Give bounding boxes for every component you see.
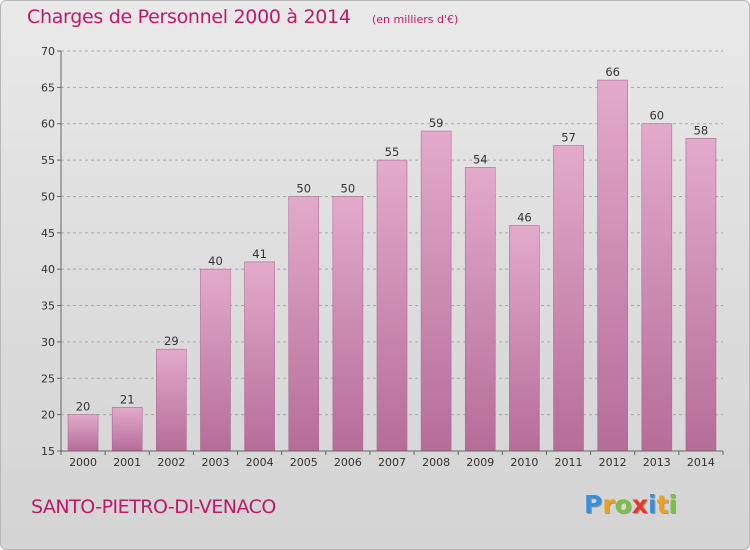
bar (509, 225, 540, 452)
x-tick-label: 2013 (643, 456, 671, 469)
bar-value-label: 57 (561, 131, 576, 145)
bar (376, 159, 408, 452)
bar (244, 261, 275, 452)
bar (111, 407, 143, 452)
y-tick-label: 25 (41, 372, 55, 385)
x-tick-label: 2001 (113, 456, 141, 469)
chart-subtitle: (en milliers d'€) (372, 13, 459, 26)
x-tick-label: 2004 (246, 456, 274, 469)
bar-value-label: 66 (605, 65, 620, 79)
logo-letter: o (614, 490, 632, 519)
bar-value-label: 20 (76, 400, 91, 414)
bar-value-label: 40 (208, 254, 223, 268)
bar-value-label: 55 (385, 145, 400, 159)
logo-letter: P (584, 490, 603, 519)
proxiti-logo[interactable]: Proxiti (584, 490, 677, 519)
logo-letter: t (656, 490, 669, 519)
bar-value-label: 59 (429, 116, 444, 130)
y-tick-label: 70 (41, 45, 55, 58)
bar (641, 123, 673, 452)
bars: 20 21 29 40 41 50 50 55 59 54 46 57 66 60 58 (67, 65, 717, 452)
x-tick-label: 2012 (599, 456, 627, 469)
bar-value-label: 50 (341, 181, 356, 195)
bar (420, 130, 452, 452)
bar (156, 348, 187, 452)
y-tick-label: 60 (41, 118, 55, 131)
x-tick-label: 2008 (422, 456, 450, 469)
bar (597, 79, 628, 452)
logo-letter: i (668, 490, 678, 519)
bar-value-label: 41 (252, 247, 267, 261)
x-tick-label: 2000 (69, 456, 97, 469)
x-tick-label: 2009 (466, 456, 494, 469)
bar-value-label: 29 (164, 334, 179, 348)
y-axis: 15 20 25 30 35 40 45 50 55 60 65 70 (41, 45, 62, 458)
x-tick-label: 2010 (510, 456, 538, 469)
x-tick-label: 2003 (201, 456, 229, 469)
x-tick-label: 2002 (157, 456, 185, 469)
bar (685, 137, 717, 452)
bar (67, 414, 99, 452)
x-tick-label: 2014 (687, 456, 715, 469)
bar-value-label: 50 (296, 181, 311, 195)
x-tick-label: 2011 (555, 456, 583, 469)
logo-letter: i (648, 490, 657, 519)
y-tick-label: 55 (41, 154, 55, 167)
bar-value-label: 46 (517, 211, 532, 225)
bar-value-label: 58 (694, 123, 709, 137)
y-tick-label: 40 (41, 263, 55, 276)
chart-title: Charges de Personnel 2000 à 2014 (27, 6, 351, 28)
x-axis: 2000 2001 2002 2003 2004 2005 2006 2007 2008 2009… (60, 450, 724, 469)
bar (200, 268, 231, 452)
bar-value-label: 54 (473, 152, 488, 166)
x-tick-label: 2006 (334, 456, 362, 469)
bar (288, 196, 320, 452)
commune-name: SANTO-PIETRO-DI-VENACO (31, 496, 276, 518)
logo-letter: x (631, 490, 648, 519)
bar (464, 167, 496, 452)
x-tick-label: 2007 (378, 456, 406, 469)
logo-letter: r (602, 490, 615, 519)
y-tick-label: 50 (41, 190, 55, 203)
y-tick-label: 30 (41, 336, 55, 349)
bar-value-label: 21 (120, 392, 135, 406)
y-tick-label: 65 (41, 81, 55, 94)
bar (332, 196, 364, 452)
y-tick-label: 20 (41, 409, 55, 422)
y-tick-label: 45 (41, 227, 55, 240)
x-tick-label: 2005 (290, 456, 318, 469)
bar (553, 145, 584, 452)
y-tick-label: 15 (41, 445, 55, 458)
bar-value-label: 60 (649, 109, 664, 123)
y-tick-label: 35 (41, 300, 55, 313)
